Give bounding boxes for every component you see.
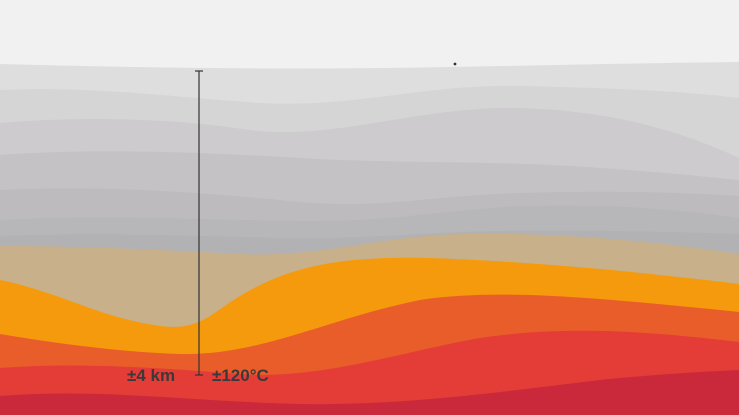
surface-marker-dot xyxy=(453,62,457,66)
depth-label: ±4 km xyxy=(127,366,176,385)
temperature-label: ±120°C xyxy=(212,366,269,385)
deep-hot-stratum xyxy=(0,370,739,415)
